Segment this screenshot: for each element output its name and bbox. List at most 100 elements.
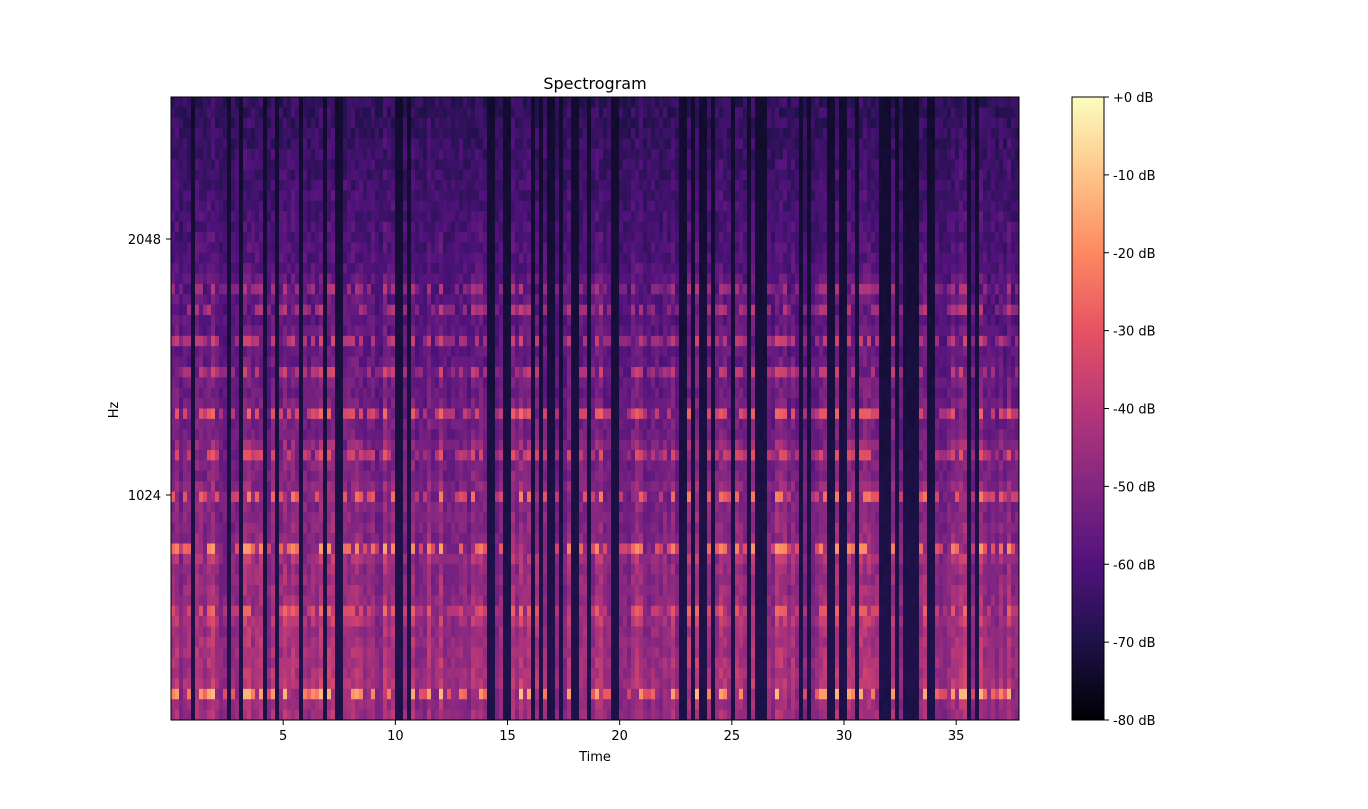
heatmap-cell xyxy=(215,470,220,482)
heatmap-cell xyxy=(503,128,508,139)
heatmap-cell xyxy=(443,398,448,409)
heatmap-cell xyxy=(359,408,364,420)
heatmap-cell xyxy=(267,657,272,669)
heatmap-cell xyxy=(171,699,176,710)
heatmap-cell xyxy=(171,512,176,524)
heatmap-cell xyxy=(467,709,472,721)
heatmap-cell xyxy=(295,439,300,451)
heatmap-cell xyxy=(303,626,308,638)
heatmap-cell xyxy=(247,252,252,264)
heatmap-cell xyxy=(459,273,464,285)
heatmap-cell xyxy=(275,180,280,191)
heatmap-cell xyxy=(351,190,356,202)
heatmap-cell xyxy=(215,148,220,160)
heatmap-cell xyxy=(471,564,476,575)
heatmap-cell xyxy=(499,491,504,503)
heatmap-cell xyxy=(399,387,404,399)
heatmap-cell xyxy=(391,460,396,472)
heatmap-cell xyxy=(251,315,256,326)
heatmap-cell xyxy=(211,460,216,472)
heatmap-cell xyxy=(395,263,400,274)
heatmap-cell xyxy=(279,169,284,181)
heatmap-cell xyxy=(187,107,192,119)
heatmap-cell xyxy=(439,460,444,472)
heatmap-cell xyxy=(495,356,500,368)
heatmap-cell xyxy=(203,678,208,690)
heatmap-cell xyxy=(207,283,212,295)
heatmap-cell xyxy=(483,315,488,326)
heatmap-cell xyxy=(423,709,428,721)
heatmap-cell xyxy=(459,325,464,337)
heatmap-cell xyxy=(283,678,288,690)
heatmap-cell xyxy=(191,699,196,710)
heatmap-cell xyxy=(263,221,268,233)
heatmap-cell xyxy=(455,377,460,389)
heatmap-cell xyxy=(327,605,332,617)
heatmap-cell xyxy=(295,636,300,648)
heatmap-cell xyxy=(375,97,380,108)
heatmap-cell xyxy=(499,107,504,119)
heatmap-cell xyxy=(291,616,296,627)
heatmap-cell xyxy=(275,605,280,617)
heatmap-cell xyxy=(331,325,336,337)
heatmap-cell xyxy=(223,595,228,607)
heatmap-cell xyxy=(447,585,452,596)
heatmap-cell xyxy=(195,512,200,524)
heatmap-cell xyxy=(283,221,288,233)
heatmap-cell xyxy=(439,252,444,264)
heatmap-cell xyxy=(399,377,404,389)
heatmap-cell xyxy=(195,688,200,700)
heatmap-cell xyxy=(247,315,252,326)
heatmap-cell xyxy=(383,211,388,222)
heatmap-cell xyxy=(171,470,176,482)
heatmap-cell xyxy=(363,242,368,254)
heatmap-cell xyxy=(347,346,352,357)
heatmap-cell xyxy=(179,315,184,326)
heatmap-cell xyxy=(355,294,360,305)
heatmap-cell xyxy=(439,470,444,482)
heatmap-cell xyxy=(251,346,256,357)
heatmap-cell xyxy=(219,263,224,274)
heatmap-cell xyxy=(199,491,204,503)
heatmap-cell xyxy=(443,221,448,233)
heatmap-cell xyxy=(263,408,268,420)
heatmap-cell xyxy=(475,574,480,586)
heatmap-cell xyxy=(415,429,420,440)
heatmap-cell xyxy=(335,138,340,150)
heatmap-cell xyxy=(463,315,468,326)
heatmap-cell xyxy=(219,553,224,565)
heatmap-cell xyxy=(323,169,328,181)
heatmap-cell xyxy=(323,636,328,648)
heatmap-cell xyxy=(287,564,292,575)
heatmap-cell xyxy=(223,169,228,181)
heatmap-cell xyxy=(355,273,360,285)
heatmap-cell xyxy=(359,304,364,316)
heatmap-cell xyxy=(263,553,268,565)
heatmap-cell xyxy=(255,647,260,658)
heatmap-cell xyxy=(319,294,324,305)
heatmap-cell xyxy=(175,439,180,451)
heatmap-cell xyxy=(303,408,308,420)
heatmap-cell xyxy=(379,418,384,430)
heatmap-cell xyxy=(495,107,500,119)
heatmap-cell xyxy=(275,398,280,409)
heatmap-cell xyxy=(327,595,332,607)
heatmap-cell xyxy=(439,709,444,721)
heatmap-cell xyxy=(223,585,228,596)
heatmap-cell xyxy=(491,647,496,658)
heatmap-cell xyxy=(259,273,264,285)
heatmap-cell xyxy=(211,200,216,212)
heatmap-cell xyxy=(327,647,332,658)
heatmap-cell xyxy=(259,335,264,347)
heatmap-cell xyxy=(475,315,480,326)
heatmap-cell xyxy=(503,180,508,191)
heatmap-cell xyxy=(451,231,456,243)
heatmap-cell xyxy=(239,117,244,129)
heatmap-cell xyxy=(279,533,284,544)
heatmap-cell xyxy=(395,315,400,326)
heatmap-cell xyxy=(435,128,440,139)
heatmap-cell xyxy=(179,450,184,461)
heatmap-cell xyxy=(207,450,212,461)
heatmap-cell xyxy=(471,377,476,389)
heatmap-cell xyxy=(307,668,312,679)
